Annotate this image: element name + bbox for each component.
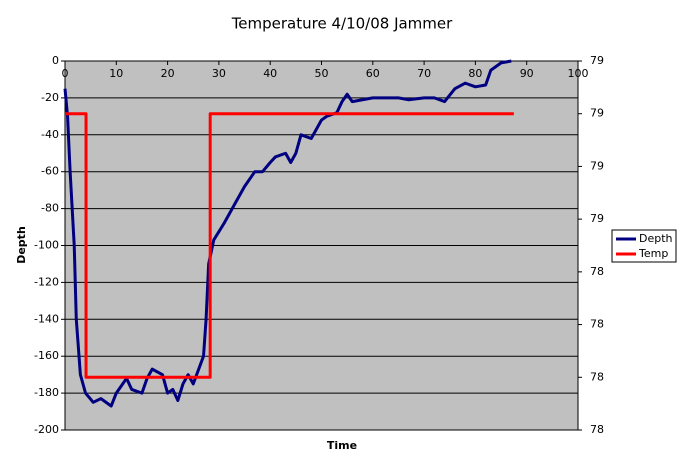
y2-tick-label: 78	[590, 318, 604, 331]
y-tick-label: -160	[34, 349, 59, 362]
y-tick-label: -60	[41, 165, 59, 178]
x-tick-label: 70	[417, 67, 431, 80]
y-tick-label: -120	[34, 275, 59, 288]
y-tick-label: -100	[34, 239, 59, 252]
series-line	[63, 59, 512, 408]
y-tick-label: -140	[34, 312, 59, 325]
y2-tick-label: 78	[590, 423, 604, 436]
y2-tick-label: 79	[590, 159, 604, 172]
x-tick-label: 80	[468, 67, 482, 80]
y2-tick-label: 79	[590, 54, 604, 67]
y-tick-label: -20	[41, 91, 59, 104]
legend-label: Temp	[638, 247, 668, 260]
y-tick-label: -200	[34, 423, 59, 436]
x-tick-label: 60	[366, 67, 380, 80]
x-tick-label: 50	[315, 67, 329, 80]
legend	[611, 229, 677, 263]
y2-tick-label: 78	[590, 370, 604, 383]
y2-tick-label: 79	[590, 107, 604, 120]
x-tick-label: 30	[212, 67, 226, 80]
y-tick-label: -40	[41, 128, 59, 141]
y-axis-title: Depth	[15, 226, 28, 264]
chart-title: Temperature 4/10/08 Jammer	[231, 15, 453, 33]
x-tick-label: 10	[109, 67, 123, 80]
legend-label: Depth	[639, 232, 673, 245]
y2-tick-label: 79	[590, 212, 604, 225]
y2-tick-label: 78	[590, 265, 604, 278]
x-tick-label: 90	[520, 67, 534, 80]
series-line	[65, 112, 514, 379]
y-tick-label: 0	[52, 54, 59, 67]
y-tick-label: -80	[41, 202, 59, 215]
x-tick-label: 20	[161, 67, 175, 80]
y-tick-label: -180	[34, 386, 59, 399]
x-axis-title: Time	[327, 439, 357, 452]
x-tick-label: 40	[263, 67, 277, 80]
